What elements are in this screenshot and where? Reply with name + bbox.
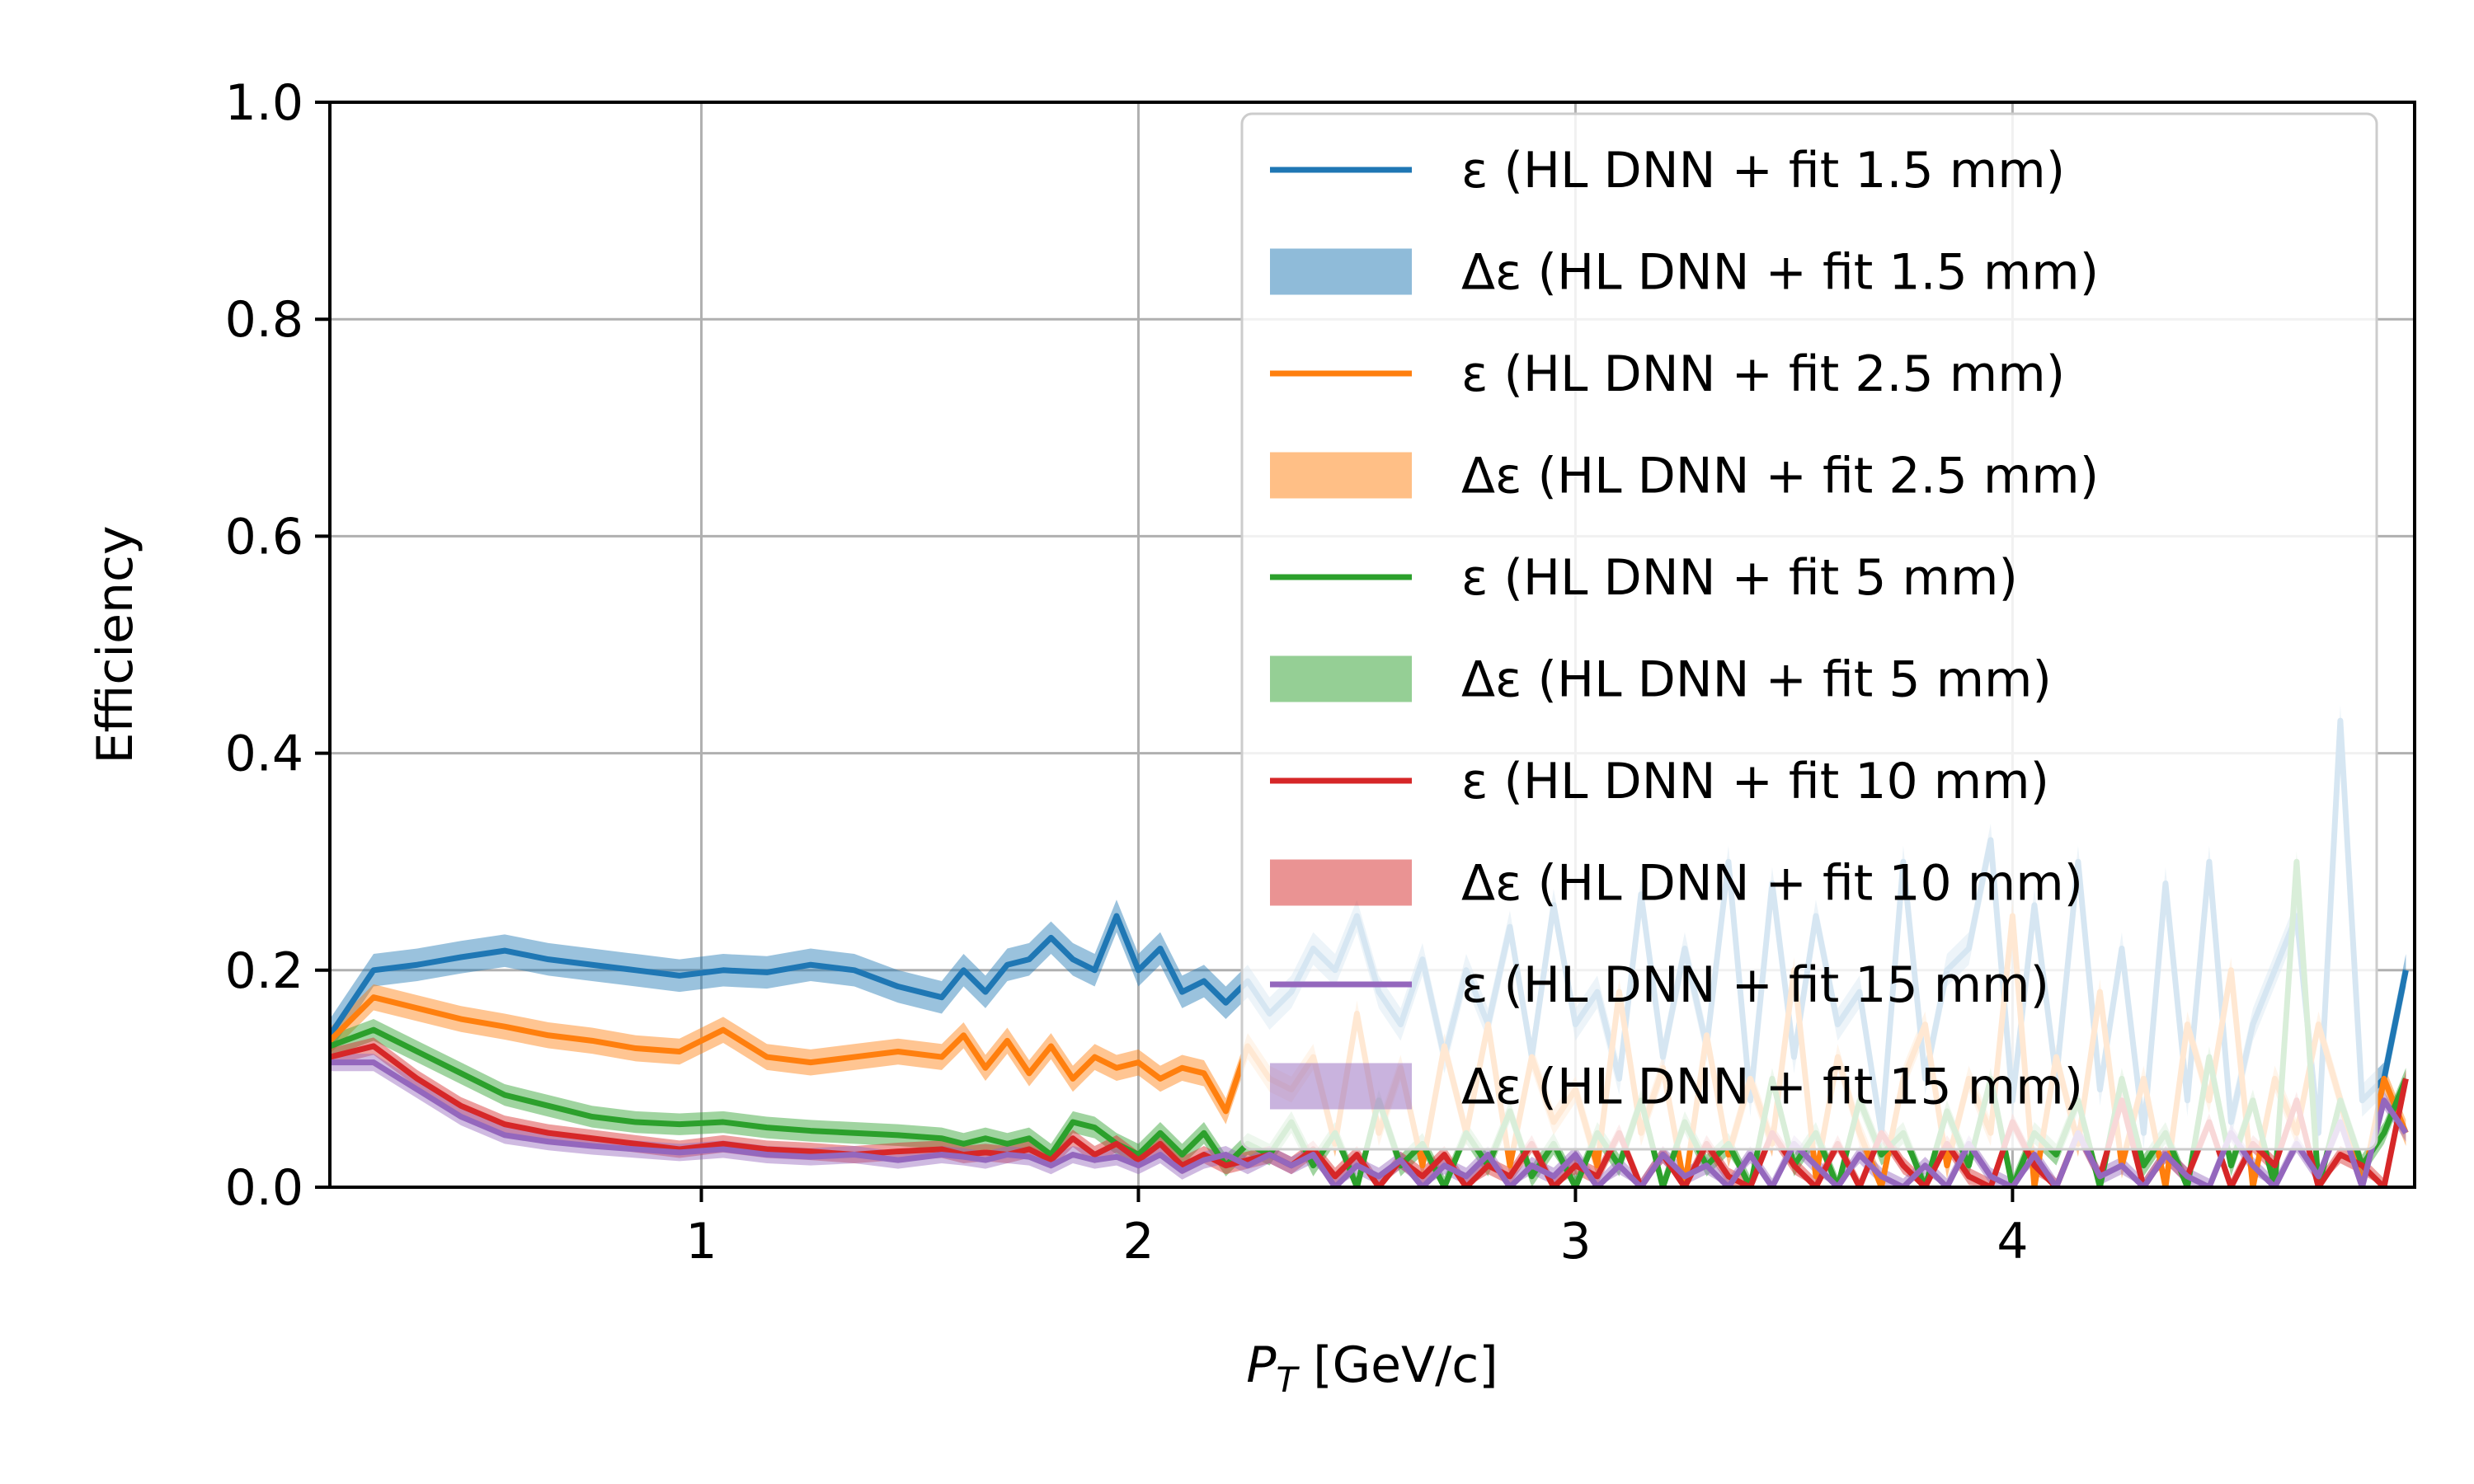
plot-frame xyxy=(328,101,2416,1189)
x-tick-label: 2 xyxy=(1122,1213,1154,1270)
legend-label: Δε (HL DNN + fit 5 mm) xyxy=(1461,651,2052,709)
y-tick-label: 0.6 xyxy=(225,508,303,566)
legend: ε (HL DNN + fit 1.5 mm) Δε (HL DNN + fit … xyxy=(1240,112,2378,1151)
efficiency-line-4 xyxy=(330,1059,2409,1187)
axis-ticks: 1 2 3 4 0.0 0.2 0.4 0.6 0.8 1.0 xyxy=(225,74,2029,1270)
legend-box xyxy=(1240,112,2378,1151)
legend-label: Δε (HL DNN + fit 2.5 mm) xyxy=(1461,448,2099,505)
legend-band-swatch xyxy=(1270,859,1412,906)
x-axis-title-main: P xyxy=(1246,1336,1277,1394)
y-tick-label: 0.4 xyxy=(225,726,303,783)
x-axis-title-subscript: T xyxy=(1276,1360,1300,1400)
x-tick-label: 3 xyxy=(1559,1213,1591,1270)
y-axis-title: Efficiency xyxy=(87,525,144,763)
y-tick-label: 0.0 xyxy=(225,1159,303,1217)
x-axis-title-unit: [GeV/c] xyxy=(1297,1336,1498,1394)
legend-band-swatch xyxy=(1270,1063,1412,1110)
y-tick-label: 0.2 xyxy=(225,942,303,1000)
y-tick-label: 1.0 xyxy=(225,74,303,132)
legend-label: ε (HL DNN + fit 5 mm) xyxy=(1461,549,2018,607)
legend-label: ε (HL DNN + fit 1.5 mm) xyxy=(1461,142,2065,200)
legend-band-swatch xyxy=(1270,452,1412,499)
legend-band-swatch xyxy=(1270,655,1412,702)
legend-label: Δε (HL DNN + fit 15 mm) xyxy=(1461,1059,2083,1116)
legend-band-swatch xyxy=(1270,248,1412,295)
legend-label: ε (HL DNN + fit 10 mm) xyxy=(1461,753,2049,810)
legend-label: ε (HL DNN + fit 2.5 mm) xyxy=(1461,345,2065,403)
x-tick-label: 1 xyxy=(685,1213,717,1270)
x-axis-title: PT [GeV/c] xyxy=(1246,1336,1498,1400)
legend-label: Δε (HL DNN + fit 1.5 mm) xyxy=(1461,244,2099,302)
y-tick-label: 0.8 xyxy=(225,291,303,349)
legend-label: ε (HL DNN + fit 15 mm) xyxy=(1461,956,2049,1014)
x-tick-label: 4 xyxy=(1997,1213,2028,1270)
legend-label: Δε (HL DNN + fit 10 mm) xyxy=(1461,855,2083,913)
